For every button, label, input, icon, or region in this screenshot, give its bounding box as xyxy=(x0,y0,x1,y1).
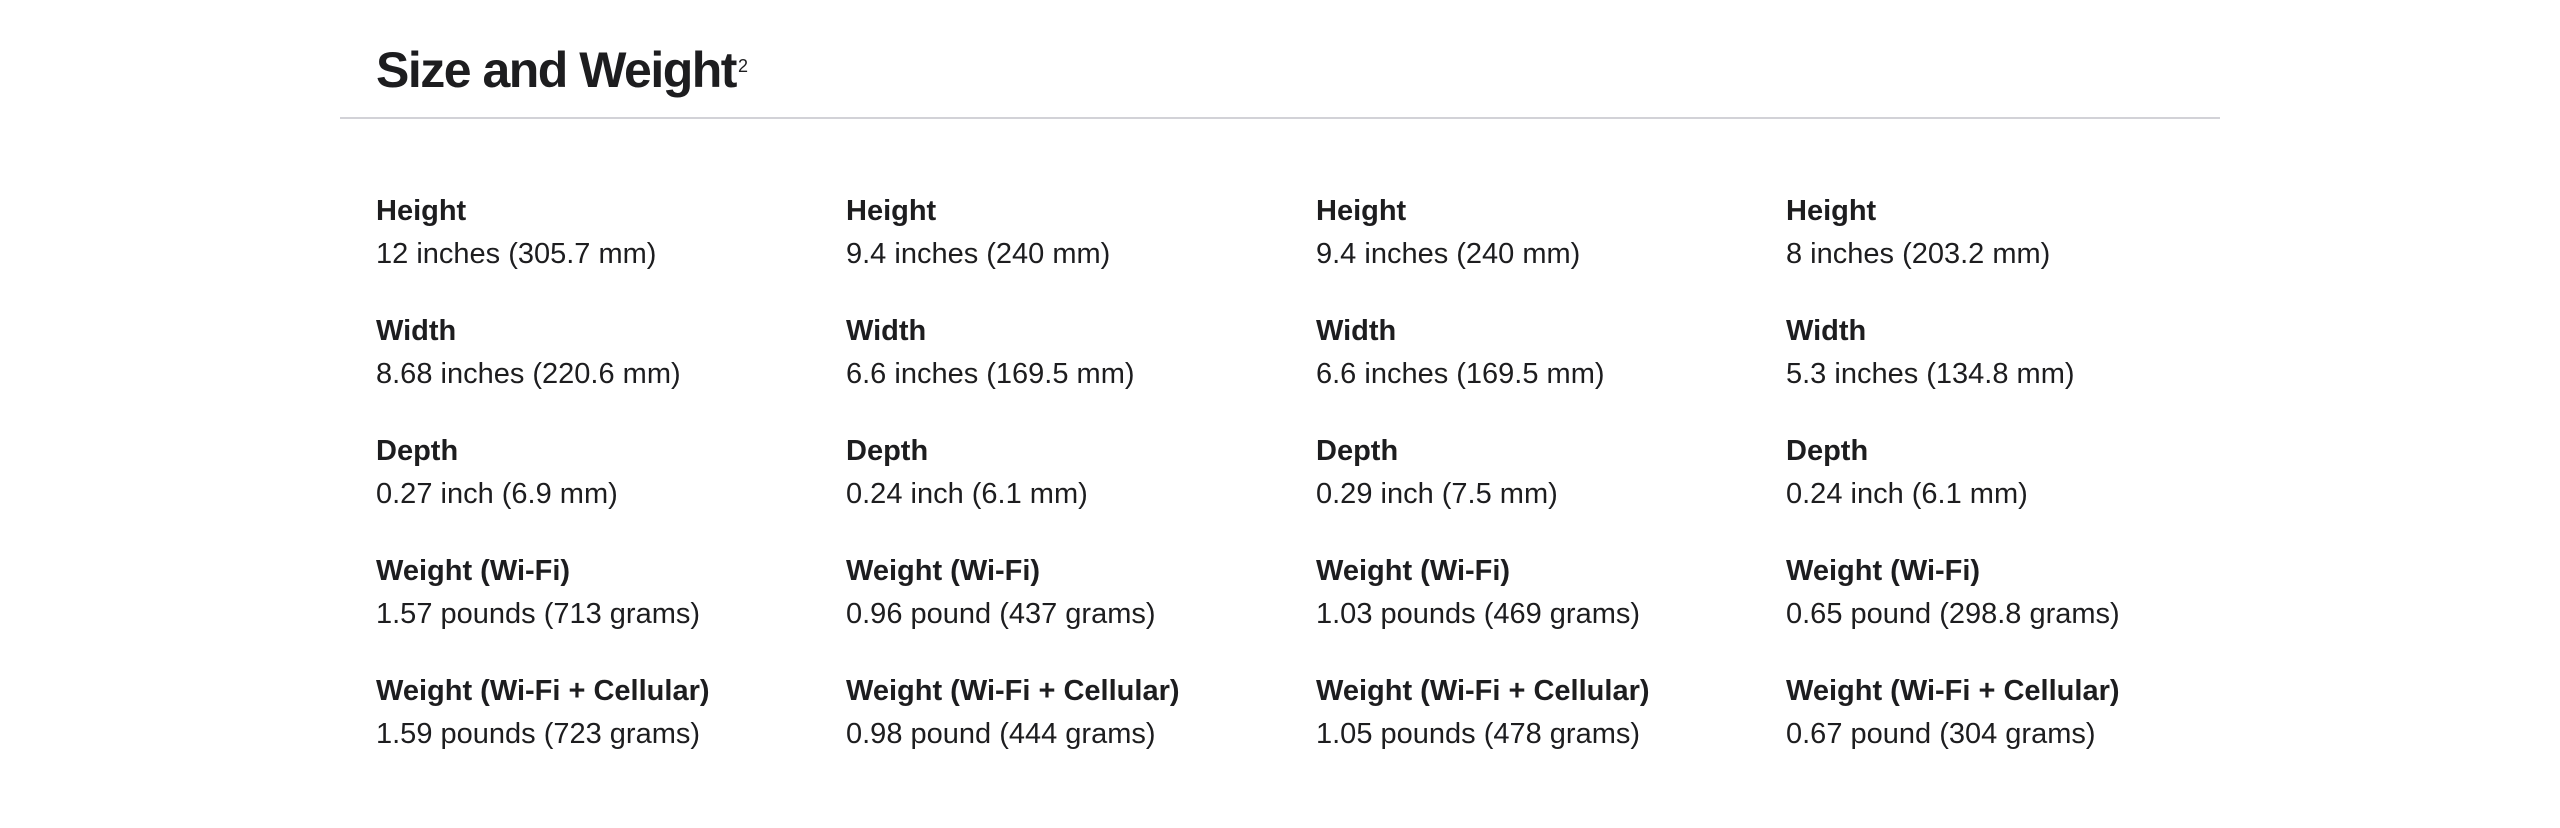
spec-value: 0.96 pound (437 grams) xyxy=(846,598,1156,630)
spec-label: Width xyxy=(1786,315,1867,347)
spec-width: Width 8.68 inches (220.6 mm) xyxy=(376,310,846,430)
spec-label: Depth xyxy=(1786,435,1869,467)
spec-label: Weight (Wi-Fi) xyxy=(376,555,571,587)
spec-label: Weight (Wi-Fi) xyxy=(1316,555,1511,587)
model-column: Height 12 inches (305.7 mm) Width 8.68 i… xyxy=(376,190,846,790)
spec-value: 1.03 pounds (469 grams) xyxy=(1316,598,1641,630)
spec-weight-wifi: Weight (Wi-Fi) 1.57 pounds (713 grams) xyxy=(376,550,846,670)
model-column: Height 9.4 inches (240 mm) Width 6.6 inc… xyxy=(1316,190,1786,790)
section-title-text: Size and Weight xyxy=(376,42,737,98)
spec-weight-wifi-cellular: Weight (Wi-Fi + Cellular) 1.05 pounds (4… xyxy=(1316,670,1786,790)
spec-width: Width 6.6 inches (169.5 mm) xyxy=(1316,310,1786,430)
spec-depth: Depth 0.27 inch (6.9 mm) xyxy=(376,430,846,550)
spec-height: Height 9.4 inches (240 mm) xyxy=(1316,190,1786,310)
spec-weight-wifi-cellular: Weight (Wi-Fi + Cellular) 1.59 pounds (7… xyxy=(376,670,846,790)
section-header: Size and Weight 2 xyxy=(340,0,2220,119)
spec-value: 9.4 inches (240 mm) xyxy=(846,238,1111,270)
spec-label: Weight (Wi-Fi + Cellular) xyxy=(376,675,710,707)
spec-value: 0.65 pound (298.8 grams) xyxy=(1786,598,2120,630)
spec-height: Height 9.4 inches (240 mm) xyxy=(846,190,1316,310)
spec-label: Depth xyxy=(846,435,929,467)
specs-grid: Height 12 inches (305.7 mm) Width 8.68 i… xyxy=(376,190,2220,790)
spec-label: Depth xyxy=(376,435,459,467)
spec-label: Weight (Wi-Fi + Cellular) xyxy=(1786,675,2120,707)
spec-label: Weight (Wi-Fi + Cellular) xyxy=(1316,675,1650,707)
footnote-link[interactable]: 2 xyxy=(737,56,748,76)
spec-value: 5.3 inches (134.8 mm) xyxy=(1786,358,2075,390)
spec-label: Weight (Wi-Fi + Cellular) xyxy=(846,675,1180,707)
spec-label: Width xyxy=(846,315,927,347)
spec-depth: Depth 0.29 inch (7.5 mm) xyxy=(1316,430,1786,550)
spec-weight-wifi: Weight (Wi-Fi) 0.65 pound (298.8 grams) xyxy=(1786,550,2220,670)
spec-value: 8.68 inches (220.6 mm) xyxy=(376,358,681,390)
spec-weight-wifi: Weight (Wi-Fi) 0.96 pound (437 grams) xyxy=(846,550,1316,670)
spec-weight-wifi-cellular: Weight (Wi-Fi + Cellular) 0.67 pound (30… xyxy=(1786,670,2220,790)
spec-value: 1.05 pounds (478 grams) xyxy=(1316,718,1641,750)
spec-label: Height xyxy=(1786,195,1877,227)
model-column: Height 9.4 inches (240 mm) Width 6.6 inc… xyxy=(846,190,1316,790)
spec-label: Height xyxy=(846,195,937,227)
spec-label: Depth xyxy=(1316,435,1399,467)
spec-value: 0.27 inch (6.9 mm) xyxy=(376,478,618,510)
spec-depth: Depth 0.24 inch (6.1 mm) xyxy=(1786,430,2220,550)
spec-value: 0.24 inch (6.1 mm) xyxy=(846,478,1088,510)
section-title: Size and Weight 2 xyxy=(376,40,748,100)
spec-value: 0.29 inch (7.5 mm) xyxy=(1316,478,1558,510)
spec-value: 6.6 inches (169.5 mm) xyxy=(846,358,1135,390)
spec-value: 1.59 pounds (723 grams) xyxy=(376,718,701,750)
spec-value: 0.67 pound (304 grams) xyxy=(1786,718,2096,750)
spec-value: 0.98 pound (444 grams) xyxy=(846,718,1156,750)
spec-label: Width xyxy=(376,315,457,347)
spec-value: 12 inches (305.7 mm) xyxy=(376,238,657,270)
spec-label: Height xyxy=(1316,195,1407,227)
spec-depth: Depth 0.24 inch (6.1 mm) xyxy=(846,430,1316,550)
spec-height: Height 8 inches (203.2 mm) xyxy=(1786,190,2220,310)
spec-value: 6.6 inches (169.5 mm) xyxy=(1316,358,1605,390)
spec-height: Height 12 inches (305.7 mm) xyxy=(376,190,846,310)
spec-value: 0.24 inch (6.1 mm) xyxy=(1786,478,2028,510)
spec-value: 1.57 pounds (713 grams) xyxy=(376,598,701,630)
spec-weight-wifi: Weight (Wi-Fi) 1.03 pounds (469 grams) xyxy=(1316,550,1786,670)
spec-value: 9.4 inches (240 mm) xyxy=(1316,238,1581,270)
spec-value: 8 inches (203.2 mm) xyxy=(1786,238,2051,270)
spec-width: Width 5.3 inches (134.8 mm) xyxy=(1786,310,2220,430)
spec-width: Width 6.6 inches (169.5 mm) xyxy=(846,310,1316,430)
spec-label: Height xyxy=(376,195,467,227)
size-and-weight-section: Size and Weight 2 Height 12 inches (305.7… xyxy=(340,0,2220,828)
model-column: Height 8 inches (203.2 mm) Width 5.3 inc… xyxy=(1786,190,2220,790)
spec-label: Weight (Wi-Fi) xyxy=(846,555,1041,587)
spec-label: Weight (Wi-Fi) xyxy=(1786,555,1981,587)
spec-weight-wifi-cellular: Weight (Wi-Fi + Cellular) 0.98 pound (44… xyxy=(846,670,1316,790)
spec-label: Width xyxy=(1316,315,1397,347)
